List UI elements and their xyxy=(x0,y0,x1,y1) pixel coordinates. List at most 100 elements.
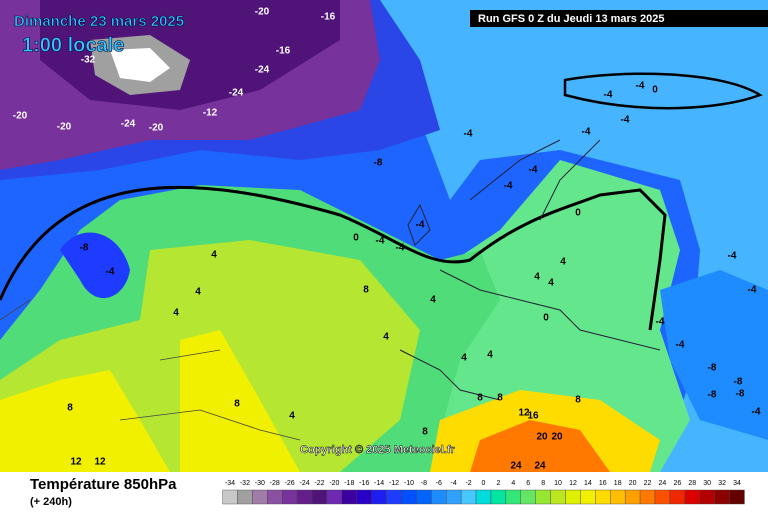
contour-label: -4 xyxy=(656,317,665,328)
contour-label: -4 xyxy=(582,127,591,138)
extreme-cold xyxy=(110,48,170,82)
contour-label: -8 xyxy=(80,243,89,254)
legend-label: -26 xyxy=(285,480,295,487)
contour-label: -4 xyxy=(416,220,425,231)
legend-swatch xyxy=(699,489,715,505)
legend-swatch xyxy=(550,489,566,505)
legend-swatch xyxy=(624,489,641,505)
legend-label: 20 xyxy=(629,480,637,487)
isoline xyxy=(0,299,301,441)
legend-swatch xyxy=(401,489,417,505)
legend-label: -8 xyxy=(421,480,427,487)
contour-label: 24 xyxy=(534,461,546,472)
legend-label: 2 xyxy=(496,480,500,487)
legend-swatch xyxy=(520,489,536,505)
contour-label: 4 xyxy=(211,250,217,261)
variable-name: Température 850hPa xyxy=(30,476,177,493)
contour-label: -8 xyxy=(374,158,383,169)
legend-label: -2 xyxy=(465,480,471,487)
contour-label: -24 xyxy=(121,119,136,130)
contour-label: 8 xyxy=(477,393,483,404)
legend-swatch xyxy=(580,489,596,505)
contour-label: -4 xyxy=(106,267,115,278)
legend-swatch xyxy=(267,489,283,505)
legend-swatch xyxy=(669,489,686,505)
contour-label: -8 xyxy=(736,389,745,400)
legend-swatch xyxy=(654,489,671,505)
contour-label: 8 xyxy=(234,399,240,410)
legend-label: -16 xyxy=(359,480,369,487)
contour-label: -20 xyxy=(57,122,72,133)
contour-label: -24 xyxy=(229,88,244,99)
legend-swatch xyxy=(446,489,462,505)
legend-swatch xyxy=(311,489,328,505)
contour-label: -8 xyxy=(708,390,717,401)
contour-label: 4 xyxy=(534,272,540,283)
contour-label: 0 xyxy=(652,85,658,96)
legend-swatch xyxy=(356,489,372,505)
contour-label: -4 xyxy=(752,407,761,418)
coastline xyxy=(563,72,763,110)
contour-label: 12 xyxy=(94,457,106,468)
legend-label: 4 xyxy=(511,480,515,487)
legend-label: -14 xyxy=(374,480,384,487)
contour-label: -36 xyxy=(133,51,148,62)
legend-swatch xyxy=(684,489,700,505)
europe-mild xyxy=(400,160,690,472)
contour-label: 4 xyxy=(195,287,201,298)
legend-swatch xyxy=(252,489,268,505)
isotherm xyxy=(0,185,667,331)
contour-label: 20 xyxy=(551,432,563,443)
legend-label: 14 xyxy=(584,480,592,487)
legend-swatch xyxy=(714,489,730,505)
legend-label: 10 xyxy=(554,480,562,487)
legend-label: 0 xyxy=(482,480,486,487)
legend-label: -18 xyxy=(344,480,354,487)
legend-label: 24 xyxy=(659,480,667,487)
contour-label: 4 xyxy=(383,332,389,343)
contour-label: -4 xyxy=(529,165,538,176)
contour-label: 16 xyxy=(527,411,539,422)
legend-label: -32 xyxy=(240,480,250,487)
legend-label: 6 xyxy=(526,480,530,487)
contour-label: -8 xyxy=(734,377,743,388)
legend-label: -10 xyxy=(404,480,414,487)
legend-label: -20 xyxy=(329,480,339,487)
legend-swatch xyxy=(386,489,402,505)
contour-label: -4 xyxy=(376,236,385,247)
contour-label: -32 xyxy=(81,55,96,66)
contour-label: -16 xyxy=(321,12,336,23)
legend-label: -4 xyxy=(451,480,457,487)
contour-label: 4 xyxy=(548,278,554,289)
legend-swatch xyxy=(281,489,298,505)
contour-label: -4 xyxy=(504,181,513,192)
contour-label: 0 xyxy=(575,208,581,219)
contour-label: -4 xyxy=(621,115,630,126)
legend-label: -22 xyxy=(314,480,324,487)
legend-label: 12 xyxy=(569,480,577,487)
legend-label: 22 xyxy=(644,480,652,487)
legend-swatch xyxy=(490,489,507,505)
cold-region xyxy=(660,270,768,440)
legend-label: -24 xyxy=(299,480,309,487)
valid-date: Dimanche 23 mars 2025 xyxy=(14,13,184,30)
run-banner xyxy=(470,10,768,27)
lead-time: (+ 240h) xyxy=(30,496,72,508)
contour-label: -8 xyxy=(708,363,717,374)
contour-label: 8 xyxy=(575,395,581,406)
contour-label: -24 xyxy=(255,65,270,76)
contour-label: -4 xyxy=(636,81,645,92)
contour-label: -20 xyxy=(149,123,164,134)
legend-swatch xyxy=(729,489,745,505)
contour-label: -4 xyxy=(396,243,405,254)
contour-label: 8 xyxy=(67,403,73,414)
legend-label: 26 xyxy=(673,480,681,487)
cold-region xyxy=(380,0,768,472)
contour-label: 0 xyxy=(353,233,359,244)
contour-label: -20 xyxy=(13,111,28,122)
warm-region xyxy=(0,370,170,472)
legend-label: 16 xyxy=(599,480,607,487)
legend-label: 34 xyxy=(733,480,741,487)
contour-label: 4 xyxy=(173,308,179,319)
